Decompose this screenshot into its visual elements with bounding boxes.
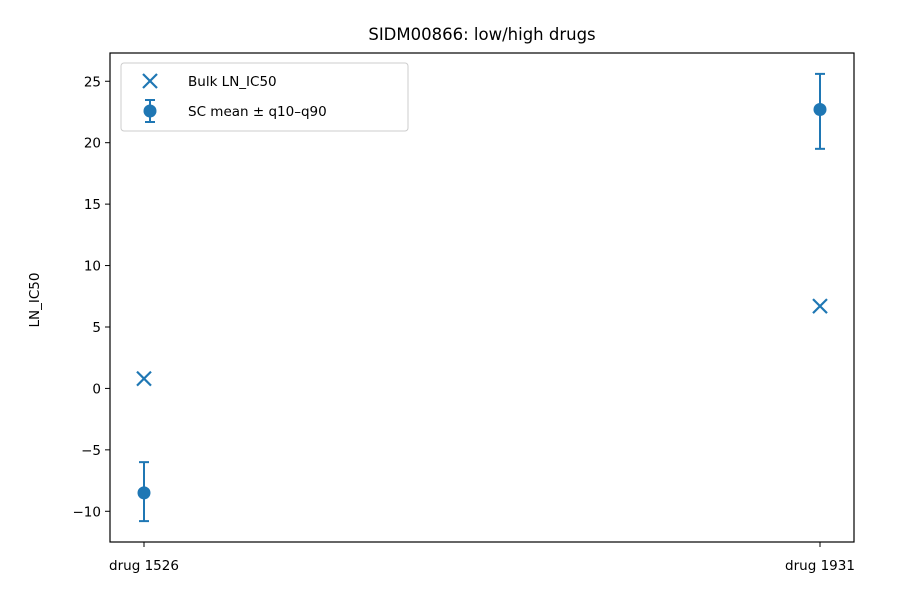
legend-box bbox=[120, 62, 409, 132]
y-tick-label: −5 bbox=[81, 443, 101, 459]
y-axis-label: LN_IC50 bbox=[27, 273, 43, 328]
x-axis: drug 1526 drug 1931 bbox=[109, 542, 855, 574]
sc-mean-point bbox=[137, 486, 151, 500]
bulk-marker-stroke bbox=[812, 298, 828, 314]
sc-mean-point bbox=[813, 103, 827, 117]
y-tick-label: 5 bbox=[92, 320, 101, 336]
legend: Bulk LN_IC50 SC mean ± q10–q90 bbox=[120, 62, 409, 132]
x-tick-label: drug 1526 bbox=[109, 558, 179, 574]
legend-marker-sc bbox=[143, 99, 157, 123]
bulk-point bbox=[136, 370, 152, 387]
bulk-marker-stroke bbox=[136, 370, 152, 387]
y-axis: −10 −5 0 5 10 15 20 25 bbox=[73, 74, 110, 520]
chart-title: SIDM00866: low/high drugs bbox=[368, 25, 595, 44]
x-tick-label: drug 1931 bbox=[785, 558, 855, 574]
plot-marks bbox=[136, 72, 828, 523]
y-tick-label: 15 bbox=[84, 197, 101, 213]
legend-label-bulk: Bulk LN_IC50 bbox=[188, 74, 277, 90]
y-tick-label: 10 bbox=[84, 259, 101, 275]
axes-frame bbox=[109, 52, 855, 543]
legend-marker-bulk bbox=[142, 73, 158, 89]
legend-label-sc: SC mean ± q10–q90 bbox=[188, 104, 327, 120]
y-tick-label: 20 bbox=[84, 136, 101, 152]
bulk-point bbox=[812, 298, 828, 314]
y-tick-label: 25 bbox=[84, 74, 101, 90]
y-tick-label: −10 bbox=[73, 504, 102, 520]
y-tick-label: 0 bbox=[92, 381, 101, 397]
